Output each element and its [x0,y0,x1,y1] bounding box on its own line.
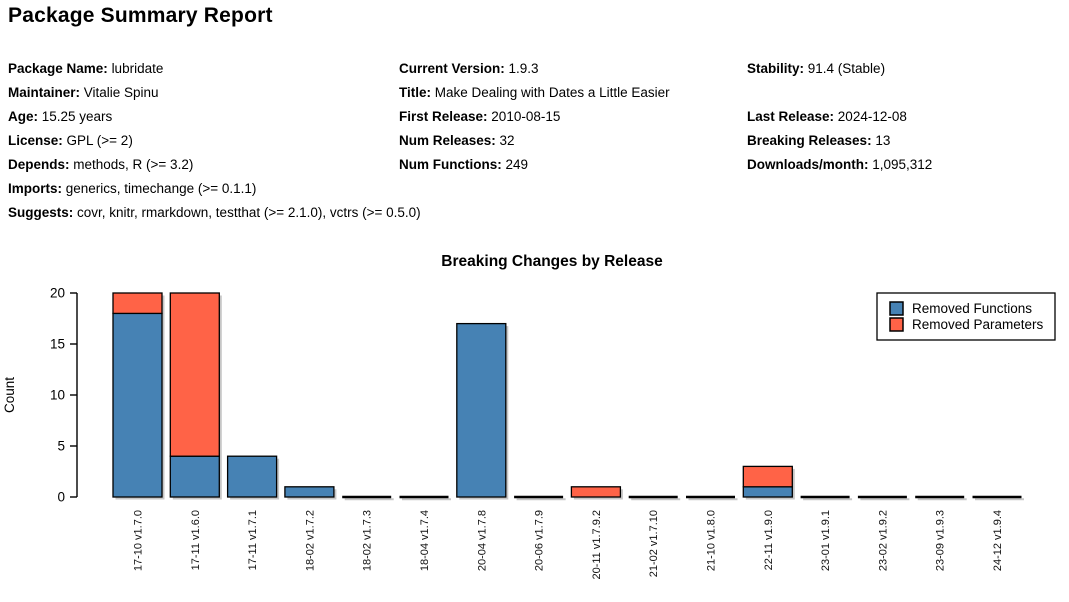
legend-swatch [889,317,904,332]
meta-value: covr, knitr, rmarkdown, testthat (>= 2.1… [77,205,421,220]
meta-label: Downloads/month: [747,157,873,172]
meta-label: Imports: [8,181,66,196]
x-tick-label: 20-06 v1.7.9 [534,510,546,571]
meta-value: 13 [875,133,891,148]
legend-swatch [889,301,904,316]
bar-removed-functions [169,455,220,498]
meta-field: Age: 15.25 years [8,105,421,129]
meta-value: Make Dealing with Dates a Little Easier [434,85,670,100]
x-tick-label: 17-10 v1.7.0 [133,510,145,571]
meta-column-2: Current Version: 1.9.3 Title: Make Dealin… [399,57,670,177]
meta-value: 2024-12-08 [837,109,907,124]
x-tick-label: 18-02 v1.7.3 [362,510,374,571]
meta-field: Num Releases: 32 [399,129,670,153]
breaking-changes-chart: Breaking Changes by Release 0 5 10 15 20 Count… [2,253,1056,580]
meta-value: lubridate [111,61,164,76]
meta-value: 1,095,312 [872,157,933,172]
bar-removed-parameters [742,465,793,488]
meta-column-1: Package Name: lubridate Maintainer: Vital… [8,57,421,225]
bar-removed-functions [284,486,335,498]
chart-area: Breaking Changes by Release 0 5 10 15 20 Count… [0,245,1069,602]
meta-value: GPL (>= 2) [66,133,133,148]
meta-field: Stability: 91.4 (Stable) [747,57,932,81]
y-tick-label: 0 [57,490,65,505]
meta-label: Age: [8,109,42,124]
meta-field: Breaking Releases: 13 [747,129,932,153]
meta-value: generics, timechange (>= 0.1.1) [65,181,257,196]
meta-label: Breaking Releases: [747,133,876,148]
meta-label: License: [8,133,67,148]
meta-field: Current Version: 1.9.3 [399,57,670,81]
legend-label: Removed Parameters [912,317,1044,332]
meta-value: 2010-08-15 [491,109,561,124]
meta-field: Maintainer: Vitalie Spinu [8,81,421,105]
x-tick-label: 24-12 v1.9.4 [992,510,1004,571]
meta-field: Imports: generics, timechange (>= 0.1.1) [8,177,421,201]
x-tick-label: 23-01 v1.9.1 [820,510,832,571]
meta-field: Title: Make Dealing with Dates a Little … [399,81,670,105]
meta-field: Suggests: covr, knitr, rmarkdown, testth… [8,201,421,225]
y-tick-label: 10 [50,388,65,403]
x-tick-label: 17-11 v1.6.0 [190,510,202,570]
x-tick-label: 20-11 v1.7.9.2 [591,510,603,580]
meta-label: Num Releases: [399,133,500,148]
meta-field: Last Release: 2024-12-08 [747,105,932,129]
legend-label: Removed Functions [912,301,1032,316]
page-title: Package Summary Report [8,4,273,27]
x-tick-label: 23-02 v1.9.2 [877,510,889,571]
x-tick-label: 18-04 v1.7.4 [419,510,431,571]
meta-field: First Release: 2010-08-15 [399,105,670,129]
meta-field: Num Functions: 249 [399,153,670,177]
legend-box [876,292,1056,341]
x-tick-label: 21-02 v1.7.10 [648,510,660,577]
x-tick-label: 17-11 v1.7.1 [247,510,259,570]
y-axis-label: Count [2,377,17,413]
meta-label: Depends: [8,157,74,172]
meta-label: Package Name: [8,61,112,76]
meta-field: Downloads/month: 1,095,312 [747,153,932,177]
meta-spacer [747,81,932,105]
bar-removed-parameters [570,486,622,498]
bar-removed-functions [226,455,278,498]
meta-label: Title: [399,85,435,100]
meta-label: Num Functions: [399,157,506,172]
meta-label: First Release: [399,109,492,124]
x-tick-label: 23-09 v1.9.3 [935,510,947,571]
x-tick-label: 18-02 v1.7.2 [304,510,316,571]
bar-removed-functions [456,322,507,498]
meta-field: Depends: methods, R (>= 3.2) [8,153,421,177]
meta-label: Maintainer: [8,85,84,100]
meta-label: Stability: [747,61,808,76]
meta-value: methods, R (>= 3.2) [73,157,194,172]
chart-title: Breaking Changes by Release [441,253,663,270]
meta-label: Suggests: [8,205,78,220]
meta-value: 91.4 (Stable) [807,61,886,76]
meta-value: Vitalie Spinu [83,85,159,100]
x-tick-label: 21-10 v1.8.0 [706,510,718,571]
y-tick-label: 5 [57,439,65,454]
meta-value: 1.9.3 [508,61,539,76]
meta-label: Current Version: [399,61,509,76]
y-tick-label: 15 [50,337,65,352]
meta-field: Package Name: lubridate [8,57,421,81]
meta-field: License: GPL (>= 2) [8,129,421,153]
bar-removed-functions [112,312,163,498]
bar-removed-parameters [169,292,220,457]
bar-removed-functions [742,486,793,498]
x-tick-label: 22-11 v1.9.0 [763,510,775,570]
meta-column-3: Stability: 91.4 (Stable) Last Release: 2… [747,57,932,177]
x-tick-label: 20-04 v1.7.8 [476,510,488,571]
meta-value: 15.25 years [41,109,113,124]
meta-value: 32 [499,133,515,148]
y-tick-label: 20 [50,286,65,301]
meta-value: 249 [505,157,529,172]
meta-label: Last Release: [747,109,838,124]
bar-removed-parameters [112,292,163,315]
